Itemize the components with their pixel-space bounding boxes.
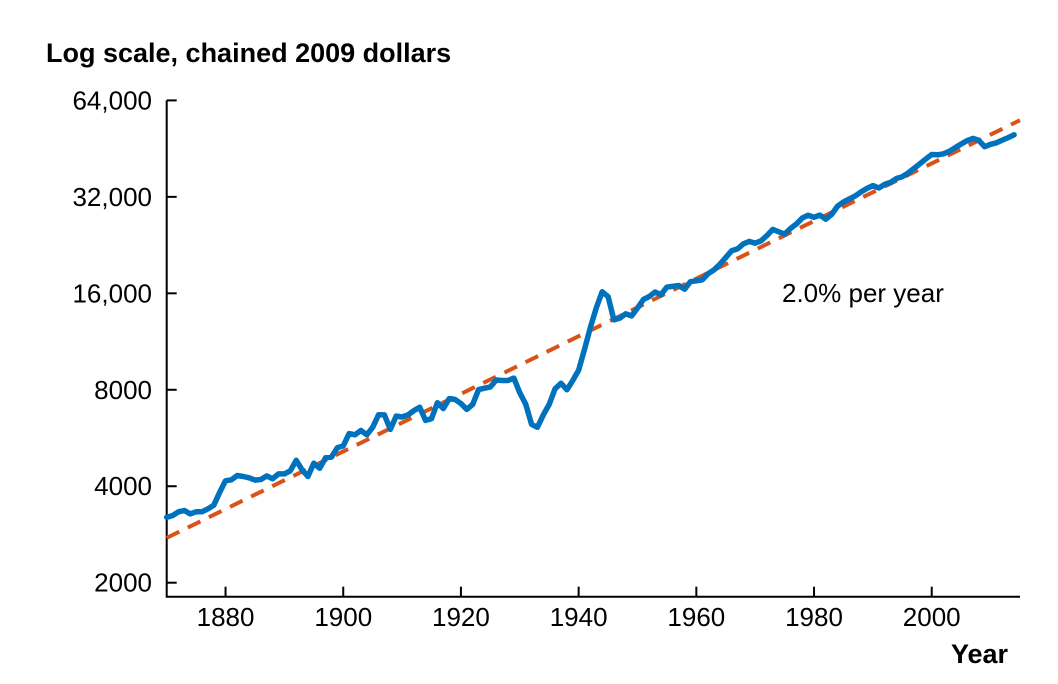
x-tick-label: 1920 <box>432 602 490 632</box>
gdp-per-person-line <box>163 132 1017 521</box>
y-tick-label: 64,000 <box>72 85 152 115</box>
x-tick-label: 1880 <box>197 602 255 632</box>
axis-spine <box>165 100 1020 598</box>
trend-line <box>165 118 1021 540</box>
y-axis-tick-labels: 2000 4000 8000 16,000 32,000 64,000 <box>72 85 152 597</box>
y-tick-label: 8000 <box>94 375 152 405</box>
x-axis-title: Year <box>951 639 1009 669</box>
x-tick-label: 2000 <box>903 602 961 632</box>
x-tick-label: 1980 <box>785 602 843 632</box>
trend-rate-annotation: 2.0% per year <box>782 278 944 308</box>
x-tick-label: 1960 <box>667 602 725 632</box>
y-tick-label: 4000 <box>94 471 152 501</box>
y-tick-label: 2000 <box>94 568 152 598</box>
x-tick-label: 1900 <box>314 602 372 632</box>
x-tick-label: 1940 <box>550 602 608 632</box>
chart-title: Log scale, chained 2009 dollars <box>46 38 451 68</box>
y-tick-label: 16,000 <box>72 278 152 308</box>
x-axis-tick-labels: 1880 1900 1920 1940 1960 1980 2000 <box>197 602 961 632</box>
axes-layer <box>165 99 1020 598</box>
y-tick-label: 32,000 <box>72 182 152 212</box>
series-layer <box>163 118 1021 540</box>
